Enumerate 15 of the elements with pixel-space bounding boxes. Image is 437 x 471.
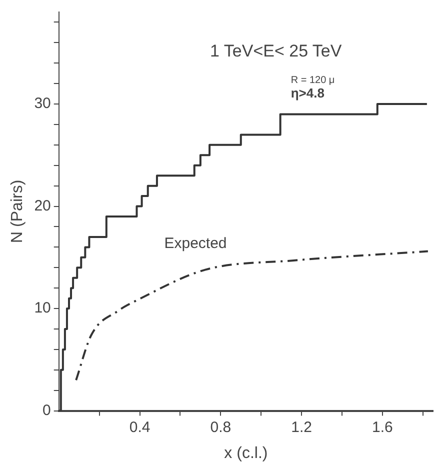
y-tick-label: 10 [34,300,51,317]
x-tick-label: 0.4 [129,418,150,436]
text: 1 TeV<E< 25 TeV [210,42,342,61]
y-tick-label: 0 [42,402,51,419]
y-tick-label: 20 [34,197,51,214]
annotation: R = 120 μ [290,74,335,86]
x-tick-label: 1.6 [372,418,393,436]
series-label: Expected [164,234,227,252]
x-tick-label: 0.8 [210,418,232,436]
x-axis-title: x (c.l.) [224,444,268,462]
x-tick-label: 1.2 [291,418,312,436]
y-tick-label: 30 [34,95,51,112]
y-axis-title: N (Pairs) [9,180,26,243]
line-series [75,250,429,382]
annotation: η>4.8 [290,86,324,101]
